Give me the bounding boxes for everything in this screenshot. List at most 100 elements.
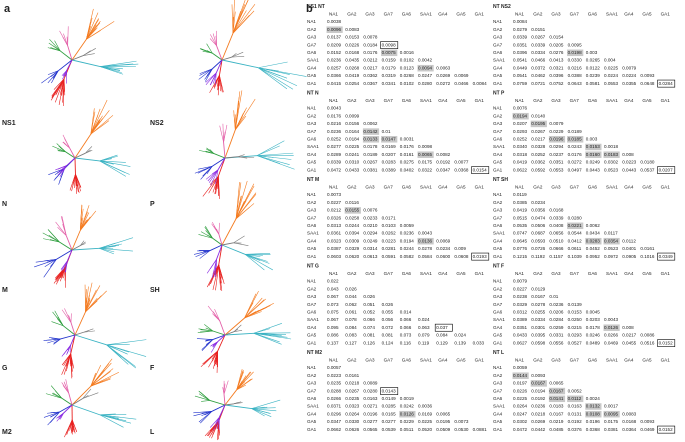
leaf [86, 17, 93, 40]
cell: 0.0443 [586, 167, 600, 172]
leaf [205, 339, 213, 341]
tree-label: NS1 [2, 120, 16, 127]
boxed-cell [380, 41, 399, 49]
cell: 0.079 [418, 333, 430, 338]
cell: 0.0093 [640, 73, 654, 78]
matrix-title: NT N [307, 90, 319, 96]
cell: 0.0065 [436, 411, 450, 416]
cell: 0.0280 [363, 388, 377, 393]
cell: 0.0523 [604, 167, 618, 172]
cell: 0.0192 [568, 419, 582, 424]
leaf [256, 152, 294, 156]
leaf [251, 408, 265, 417]
cell: 0.0154 [473, 167, 487, 172]
cell: 0.0362 [363, 73, 377, 78]
row-label: GA1 [307, 254, 317, 259]
row-label: GA7 [493, 215, 503, 220]
cell: 0.0160 [586, 152, 600, 157]
leaf [231, 56, 245, 58]
cell: 0.0312 [513, 310, 527, 315]
tree [43, 282, 147, 379]
row-label: SAA1 [307, 144, 319, 149]
cell: 0.0272 [568, 160, 582, 165]
cell: 0.0083 [345, 27, 359, 32]
column-header: GA1 [475, 98, 485, 103]
leaf [237, 154, 245, 158]
cell: 0.0237 [549, 152, 563, 157]
cell: 0.0364 [622, 427, 636, 432]
cell: 0.0509 [436, 427, 450, 432]
leaf [106, 344, 136, 367]
branch [57, 59, 73, 72]
leaf [48, 234, 60, 243]
cell: 0.0238 [513, 294, 527, 299]
leaf [64, 382, 70, 394]
cell: 0.0466 [454, 81, 468, 86]
boxed-cell [657, 79, 676, 88]
leaf [45, 393, 62, 399]
row-label: GA4 [493, 65, 503, 70]
cell: 0.0131 [568, 411, 582, 416]
cell: 0.0280 [418, 81, 432, 86]
cell: 0.055 [382, 310, 394, 315]
cell: 0.0314 [363, 246, 377, 251]
cell: 0.0141 [549, 396, 563, 401]
leaf [54, 40, 61, 51]
cell: 0.0535 [513, 223, 527, 228]
cell: 0.0168 [622, 419, 636, 424]
row-label: NA1 [493, 279, 502, 284]
cell: 0.0155 [345, 208, 359, 213]
cell: 0.0153 [586, 144, 600, 149]
branch [218, 404, 226, 418]
cell: 0.0435 [345, 58, 359, 63]
branch [221, 56, 232, 61]
branch [212, 237, 223, 246]
cell: 0.0362 [531, 160, 545, 165]
cell: 0.026 [382, 302, 394, 307]
cell: 0.0455 [622, 340, 636, 345]
cell: 0.124 [382, 340, 394, 345]
cell: 0.0196 [363, 411, 377, 416]
branch [216, 45, 223, 61]
boxed-cell [434, 323, 453, 332]
cell: 0.0075 [382, 50, 396, 55]
leaf [212, 264, 220, 291]
cell: 0.0645 [513, 238, 527, 243]
column-header: GA4 [624, 12, 634, 17]
column-header: GA1 [661, 358, 671, 363]
cell: 0.0102 [400, 81, 414, 86]
cell: 0.0277 [327, 144, 341, 149]
branch [209, 400, 226, 406]
leaf [50, 78, 65, 101]
leaf [35, 259, 57, 263]
cell: 0.0122 [586, 65, 600, 70]
row-label: GA7 [307, 215, 317, 220]
cell: 0.0167 [531, 381, 545, 386]
cell: 0.0197 [513, 381, 527, 386]
leaf [100, 66, 124, 75]
cell: 0.0207 [513, 121, 527, 126]
leaf [83, 330, 96, 333]
leaf [65, 353, 71, 367]
leaf [244, 254, 265, 271]
branch [218, 234, 223, 246]
row-label: GA6 [307, 310, 317, 315]
leaf [80, 216, 91, 231]
cell: 0.081 [363, 333, 375, 338]
cell: 0.0236 [531, 404, 545, 409]
cell: 0.0077 [454, 160, 468, 165]
cell: 0.0275 [400, 160, 414, 165]
cell: 0.061 [345, 310, 357, 315]
cell: 0.0241 [345, 152, 359, 157]
column-header: GA1 [475, 12, 485, 17]
cell: 0.0196 [549, 137, 563, 142]
leaf [195, 250, 211, 258]
column-header: SAA1 [606, 12, 618, 17]
cell: 0.0236 [327, 129, 341, 134]
cell: 0.0244 [400, 246, 414, 251]
shaded-cell [344, 207, 361, 214]
cell: 0.0269 [436, 73, 450, 78]
leaf [210, 34, 217, 46]
branch [216, 244, 223, 260]
column-header: GA4 [438, 98, 448, 103]
